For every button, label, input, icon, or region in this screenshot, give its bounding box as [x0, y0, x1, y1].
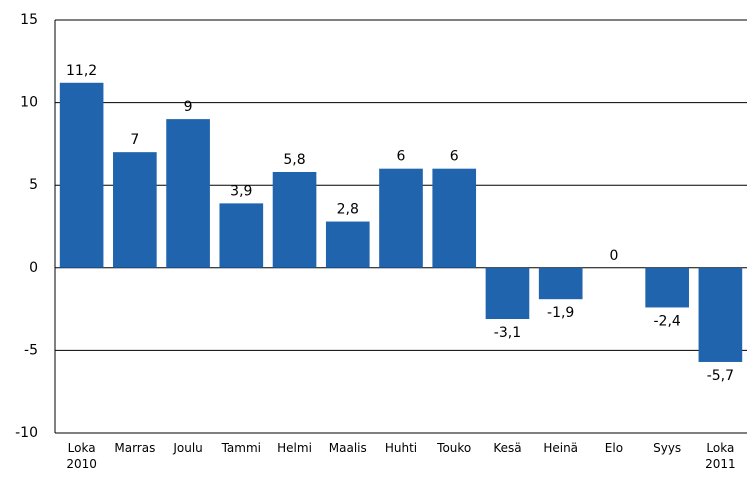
x-tick-label: Marras: [114, 441, 156, 455]
x-tick-label: Loka 2010: [66, 441, 97, 471]
x-tick-label: Elo: [604, 441, 624, 455]
bar: [166, 119, 210, 268]
x-tick-label: Syys: [653, 441, 682, 455]
x-tick-label: Huhti: [384, 441, 418, 455]
bar: [485, 267, 530, 320]
value-label: 6: [397, 149, 406, 165]
y-tick-label: -10: [15, 425, 38, 441]
value-label: 3,9: [230, 183, 252, 199]
value-label: 5,8: [283, 152, 305, 168]
bar: [325, 221, 370, 268]
bar: [272, 171, 317, 268]
y-tick-label: -5: [24, 342, 38, 358]
bar: [645, 267, 689, 308]
value-label: -1,9: [547, 305, 574, 321]
value-label: 6: [450, 149, 459, 165]
value-label: 11,2: [66, 63, 97, 79]
x-tick-label: Kesä: [493, 441, 522, 455]
x-tick-label: Tammi: [221, 441, 261, 455]
value-label: 2,8: [337, 202, 359, 218]
bar: [113, 152, 157, 268]
bar: [379, 168, 423, 268]
y-tick-label: 15: [20, 12, 38, 28]
bar: [538, 267, 583, 300]
value-label: 9: [184, 99, 193, 115]
y-tick-label: 0: [29, 260, 38, 276]
value-label: -3,1: [494, 325, 521, 341]
bar: [219, 203, 264, 268]
x-tick-label: Helmi: [277, 441, 312, 455]
value-label: -5,7: [707, 368, 734, 384]
x-tick-label: Loka 2011: [705, 441, 736, 471]
y-tick-label: 10: [20, 95, 38, 111]
value-label: 0: [609, 248, 618, 264]
bar: [59, 82, 104, 268]
value-label: 7: [130, 132, 139, 148]
x-tick-label: Touko: [437, 441, 472, 455]
y-tick-label: 5: [29, 177, 38, 193]
x-tick-label: Maalis: [328, 441, 367, 455]
bar: [432, 168, 477, 268]
x-tick-label: Joulu: [173, 441, 203, 455]
x-tick-label: Heinä: [543, 441, 579, 455]
bar: [698, 267, 743, 362]
value-label: -2,4: [653, 313, 680, 329]
